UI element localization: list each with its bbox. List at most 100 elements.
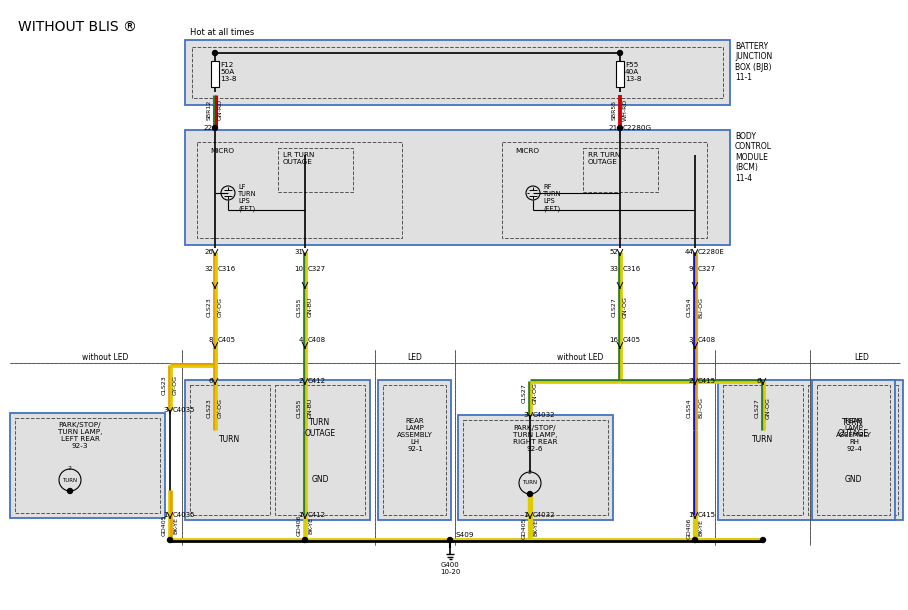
Bar xyxy=(808,385,898,515)
Text: GN-RD: GN-RD xyxy=(218,99,223,121)
Text: 2: 2 xyxy=(528,470,532,475)
Text: GD405: GD405 xyxy=(522,517,527,539)
Text: TURN
OUTAGE: TURN OUTAGE xyxy=(837,418,869,438)
Circle shape xyxy=(617,126,623,131)
Text: SBR55: SBR55 xyxy=(612,100,617,120)
Text: REAR
LAMP
ASSEMBLY
RH
92-4: REAR LAMP ASSEMBLY RH 92-4 xyxy=(836,418,872,452)
Text: 44: 44 xyxy=(685,249,693,255)
Bar xyxy=(463,420,608,515)
Text: CLS54: CLS54 xyxy=(687,297,692,317)
Text: SBR12: SBR12 xyxy=(207,100,212,120)
Text: PARK/STOP/
TURN LAMP,
RIGHT REAR
92-6: PARK/STOP/ TURN LAMP, RIGHT REAR 92-6 xyxy=(513,425,558,452)
Text: 3: 3 xyxy=(524,412,528,418)
Circle shape xyxy=(212,126,218,131)
Text: GN-OG: GN-OG xyxy=(623,296,628,318)
Circle shape xyxy=(761,537,765,542)
Text: GY-OG: GY-OG xyxy=(173,375,178,395)
Bar xyxy=(197,142,402,238)
Text: TURN: TURN xyxy=(220,436,241,445)
Bar xyxy=(10,413,165,518)
Text: G400
10-20: G400 10-20 xyxy=(439,562,460,575)
Text: GD405: GD405 xyxy=(162,514,167,536)
Text: 32: 32 xyxy=(204,266,213,272)
Text: GD406: GD406 xyxy=(687,517,692,539)
Circle shape xyxy=(693,537,697,542)
Bar xyxy=(278,148,353,192)
Text: 2: 2 xyxy=(299,378,303,384)
Bar xyxy=(378,380,451,520)
Circle shape xyxy=(528,492,532,497)
Text: without LED: without LED xyxy=(82,354,128,362)
Text: 21: 21 xyxy=(608,125,618,131)
Text: 52: 52 xyxy=(609,249,618,255)
Text: GN-BU: GN-BU xyxy=(308,398,313,418)
Circle shape xyxy=(67,489,73,493)
Text: REAR
LAMP
ASSEMBLY
LH
92-1: REAR LAMP ASSEMBLY LH 92-1 xyxy=(397,418,433,452)
Text: GND: GND xyxy=(844,476,862,484)
Text: F55
40A
13-8: F55 40A 13-8 xyxy=(625,62,641,82)
Text: 10: 10 xyxy=(294,266,303,272)
Text: 33: 33 xyxy=(609,266,618,272)
Text: 6: 6 xyxy=(209,378,213,384)
Text: BK-YE: BK-YE xyxy=(173,517,178,534)
Text: C327: C327 xyxy=(308,266,326,272)
Bar xyxy=(812,380,895,520)
Bar xyxy=(718,380,903,520)
Text: WH-RD: WH-RD xyxy=(623,99,628,121)
Text: 9: 9 xyxy=(688,266,693,272)
Text: C405: C405 xyxy=(218,337,236,343)
Text: 2: 2 xyxy=(688,378,693,384)
Text: GN-BU: GN-BU xyxy=(308,297,313,317)
Text: TURN: TURN xyxy=(753,436,774,445)
Bar xyxy=(383,385,446,515)
Circle shape xyxy=(167,537,173,542)
Text: GY-OG: GY-OG xyxy=(218,297,223,317)
Bar xyxy=(185,380,370,520)
Text: RF
TURN
LPS
(FET): RF TURN LPS (FET) xyxy=(543,184,561,212)
Bar xyxy=(817,385,890,515)
Text: BU-OG: BU-OG xyxy=(698,296,703,317)
Text: BK-YE: BK-YE xyxy=(308,517,313,534)
Bar xyxy=(185,40,730,105)
Text: CLS54: CLS54 xyxy=(687,398,692,418)
Text: 16: 16 xyxy=(609,337,618,343)
Text: MICRO: MICRO xyxy=(515,148,539,154)
Circle shape xyxy=(59,469,81,491)
Text: 6: 6 xyxy=(756,378,761,384)
Text: C316: C316 xyxy=(623,266,641,272)
Text: C415: C415 xyxy=(698,512,716,518)
Circle shape xyxy=(617,51,623,56)
Text: C408: C408 xyxy=(308,337,326,343)
Text: CLS55: CLS55 xyxy=(297,297,302,317)
Text: CLS27: CLS27 xyxy=(612,297,617,317)
Bar xyxy=(616,62,624,87)
Bar xyxy=(211,62,219,87)
Text: GN-OG: GN-OG xyxy=(533,382,538,404)
Text: C4035: C4035 xyxy=(173,512,195,518)
Bar xyxy=(723,385,803,515)
Text: S409: S409 xyxy=(455,532,473,538)
Text: 3: 3 xyxy=(163,407,168,413)
Text: TURN: TURN xyxy=(63,478,77,483)
Circle shape xyxy=(302,537,308,542)
Text: C405: C405 xyxy=(623,337,641,343)
Text: 31: 31 xyxy=(294,249,303,255)
Text: WITHOUT BLIS ®: WITHOUT BLIS ® xyxy=(18,20,137,34)
Text: 1: 1 xyxy=(688,512,693,518)
Text: F12
50A
13-8: F12 50A 13-8 xyxy=(220,62,236,82)
Text: C4035: C4035 xyxy=(173,407,195,413)
Text: Hot at all times: Hot at all times xyxy=(190,28,254,37)
Text: C412: C412 xyxy=(308,512,326,518)
Text: GND: GND xyxy=(311,476,329,484)
Text: C2280E: C2280E xyxy=(698,249,725,255)
Text: 22: 22 xyxy=(203,125,213,131)
Text: 8: 8 xyxy=(209,337,213,343)
Circle shape xyxy=(519,472,541,494)
Bar xyxy=(192,47,723,98)
Text: C412: C412 xyxy=(308,378,326,384)
Text: GY-OG: GY-OG xyxy=(218,398,223,418)
Text: PARK/STOP/
TURN LAMP,
LEFT REAR
92-3: PARK/STOP/ TURN LAMP, LEFT REAR 92-3 xyxy=(58,422,103,449)
Text: CLS27: CLS27 xyxy=(522,383,527,403)
Circle shape xyxy=(212,51,218,56)
Text: CLS23: CLS23 xyxy=(207,297,212,317)
